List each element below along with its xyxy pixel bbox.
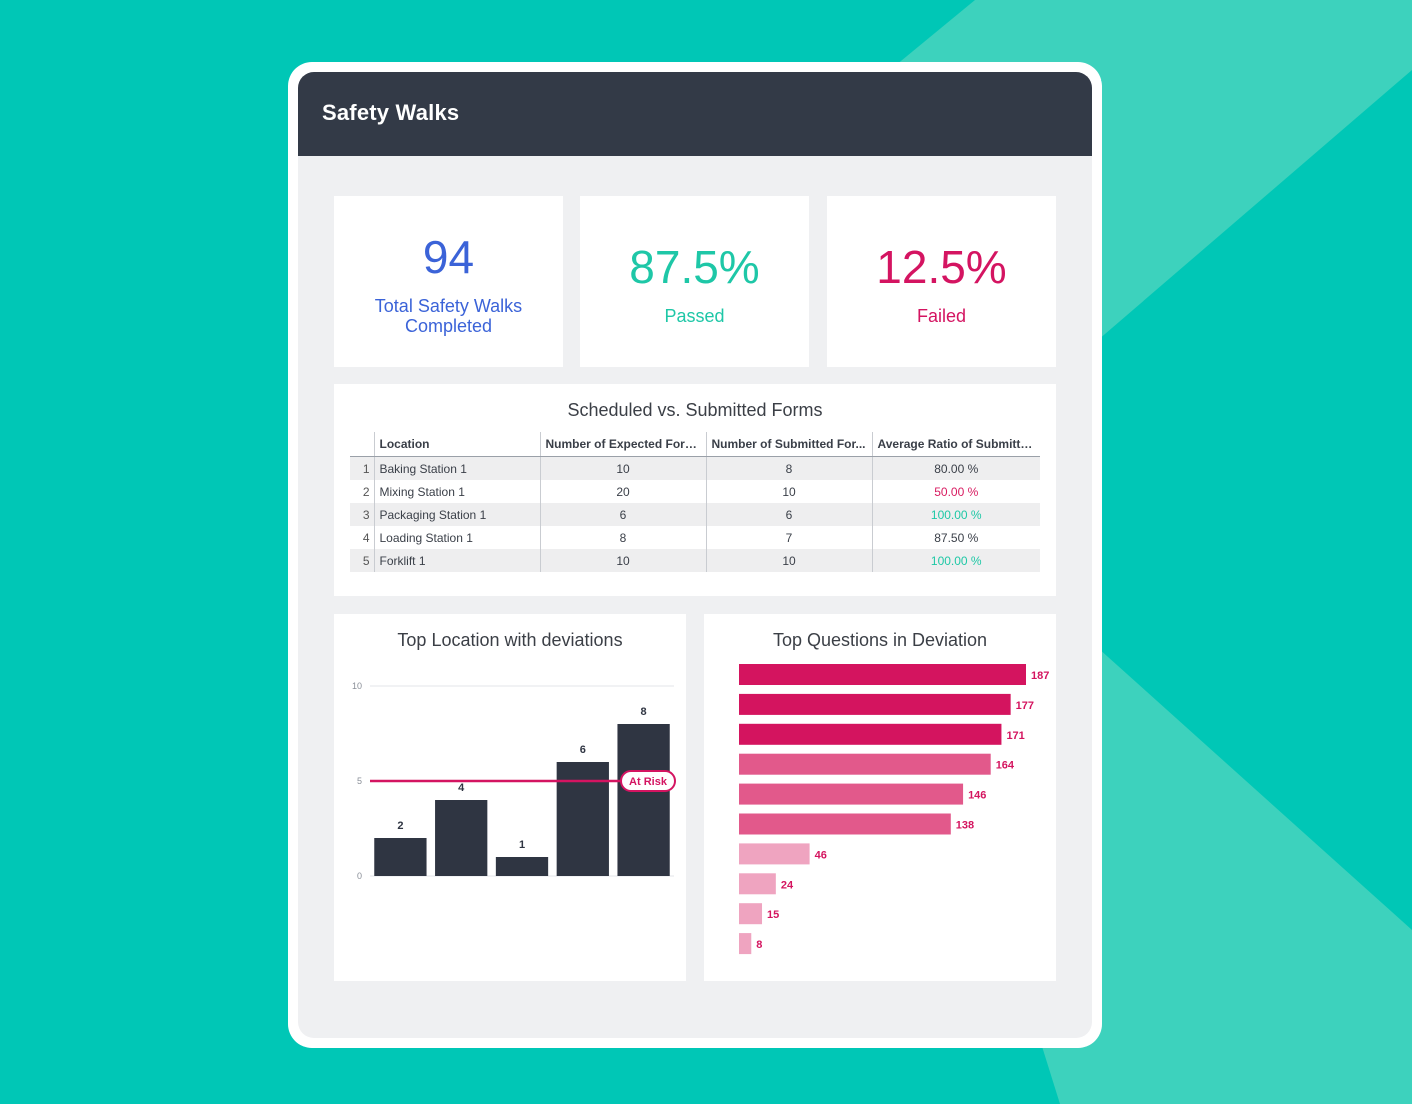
cell-submitted: 10 — [705, 480, 872, 503]
bar-value-label: 164 — [996, 760, 1015, 772]
cell-expected: 6 — [539, 503, 706, 526]
bar — [739, 903, 763, 925]
bar — [435, 800, 488, 876]
forms-table-card: Scheduled vs. Submitted Forms Location N… — [334, 384, 1056, 596]
y-tick-label: 10 — [352, 681, 362, 691]
bar-value-label: 24 — [781, 879, 794, 891]
cell-location: Loading Station 1 — [373, 526, 540, 549]
bar-value-label: 171 — [1006, 730, 1024, 742]
kpi-total-label-line2: Completed — [404, 316, 493, 336]
row-index: 3 — [350, 503, 374, 526]
cell-location: Baking Station 1 — [373, 456, 540, 480]
bar — [739, 693, 1011, 715]
bar — [739, 813, 951, 835]
questions-chart-title: Top Questions in Deviation — [772, 630, 988, 650]
bar — [556, 762, 609, 876]
bar — [739, 664, 1026, 685]
bar-value-label: 4 — [458, 782, 465, 794]
column-header-expected[interactable]: Number of Expected Forms — [539, 432, 706, 457]
bar-value-label: 138 — [956, 820, 974, 832]
cell-ratio: 50.00 % — [871, 480, 1040, 503]
bar-value-label: 8 — [641, 706, 647, 718]
cell-expected: 10 — [539, 549, 706, 572]
cell-expected: 20 — [539, 480, 706, 503]
cell-ratio: 100.00 % — [871, 549, 1040, 572]
row-index: 1 — [350, 456, 374, 480]
cell-ratio: 100.00 % — [871, 503, 1040, 526]
kpi-card-failed[interactable]: 12.5% Failed — [827, 196, 1056, 367]
bar — [495, 857, 549, 876]
cell-submitted: 6 — [705, 503, 872, 526]
row-index: 4 — [362, 530, 370, 545]
location-chart-title: Top Location with deviations — [397, 630, 623, 650]
location-deviation-chart: 0 5 10 2 4 1 6 8 At Risk — [352, 681, 676, 881]
bar — [739, 753, 991, 775]
kpi-total-value: 94 — [422, 231, 475, 283]
column-header-location[interactable]: Location — [373, 432, 540, 457]
table-row[interactable]: 2 Mixing Station 1 20 10 50.00 % — [350, 480, 1040, 503]
cell-ratio: 80.00 % — [871, 456, 1040, 480]
at-risk-label: At Risk — [629, 776, 668, 788]
table-row[interactable]: 5 Forklift 1 10 10 100.00 % — [350, 549, 1040, 572]
cell-expected: 10 — [539, 456, 706, 480]
bar-value-label: 177 — [1016, 700, 1034, 712]
kpi-card-passed[interactable]: 87.5% Passed — [580, 196, 809, 367]
bar-value-label: 46 — [815, 849, 827, 861]
bar-value-label: 8 — [756, 939, 762, 951]
kpi-failed-label: Failed — [916, 306, 967, 326]
bar-value-label: 2 — [397, 820, 403, 832]
column-header-submitted[interactable]: Number of Submitted For... — [705, 432, 872, 457]
cell-expected: 8 — [539, 526, 706, 549]
column-header-index — [350, 432, 374, 457]
kpi-total-label-line1: Total Safety Walks — [374, 296, 523, 316]
y-tick-label: 0 — [357, 871, 362, 881]
table-row[interactable]: 4 Loading Station 1 8 7 87.50 % — [350, 526, 1040, 549]
page-title: Safety Walks — [322, 100, 460, 125]
bar — [374, 838, 427, 876]
question-deviation-chart: 187 177 171 164 146 138 46 24 15 8 — [739, 664, 1049, 955]
cell-submitted: 8 — [705, 456, 872, 480]
bar — [739, 783, 964, 805]
at-risk-badge — [620, 770, 676, 792]
cell-location: Forklift 1 — [373, 549, 540, 572]
bar-value-label: 1 — [519, 839, 525, 851]
cell-submitted: 7 — [705, 526, 872, 549]
title-bar: Safety Walks — [298, 72, 1092, 156]
bar — [739, 843, 810, 865]
row-index: 5 — [350, 549, 374, 572]
location-chart-card: Top Location with deviations 0 5 10 2 4 1 6 8 At… — [334, 614, 686, 981]
cell-ratio: 87.50 % — [871, 526, 1040, 549]
kpi-passed-label: Passed — [664, 306, 725, 326]
forms-table: Location Number of Expected Forms Number… — [350, 432, 1040, 572]
kpi-card-total[interactable]: 94 Total Safety Walks Completed — [334, 196, 563, 367]
device-frame: Safety Walks 94 Total Safety Walks Compl… — [288, 62, 1102, 1048]
cell-location: Mixing Station 1 — [373, 480, 540, 503]
bar — [617, 724, 670, 876]
table-row[interactable]: 3 Packaging Station 1 6 6 100.00 % — [350, 503, 1040, 526]
table-header-row: Location Number of Expected Forms Number… — [350, 432, 1040, 457]
row-index: 2 — [362, 484, 370, 499]
bar — [739, 873, 776, 895]
forms-table-title: Scheduled vs. Submitted Forms — [567, 400, 823, 420]
questions-chart-card: Top Questions in Deviation 187 177 171 164 1… — [704, 614, 1056, 981]
cell-submitted: 10 — [705, 549, 872, 572]
table-row[interactable]: 1 Baking Station 1 10 8 80.00 % — [350, 456, 1040, 480]
bar-value-label: 187 — [1031, 670, 1049, 682]
y-tick-label: 5 — [357, 776, 362, 786]
bar-value-label: 6 — [580, 744, 586, 756]
column-header-ratio[interactable]: Average Ratio of Submitte... — [871, 432, 1040, 457]
dashboard-window: Safety Walks 94 Total Safety Walks Compl… — [298, 72, 1092, 1038]
bar — [739, 933, 752, 955]
kpi-passed-value: 87.5% — [629, 241, 760, 293]
cell-location: Packaging Station 1 — [373, 503, 540, 526]
bar-value-label: 146 — [968, 790, 986, 802]
bar — [739, 723, 1002, 745]
kpi-failed-value: 12.5% — [876, 241, 1007, 293]
bar-value-label: 15 — [767, 909, 779, 921]
